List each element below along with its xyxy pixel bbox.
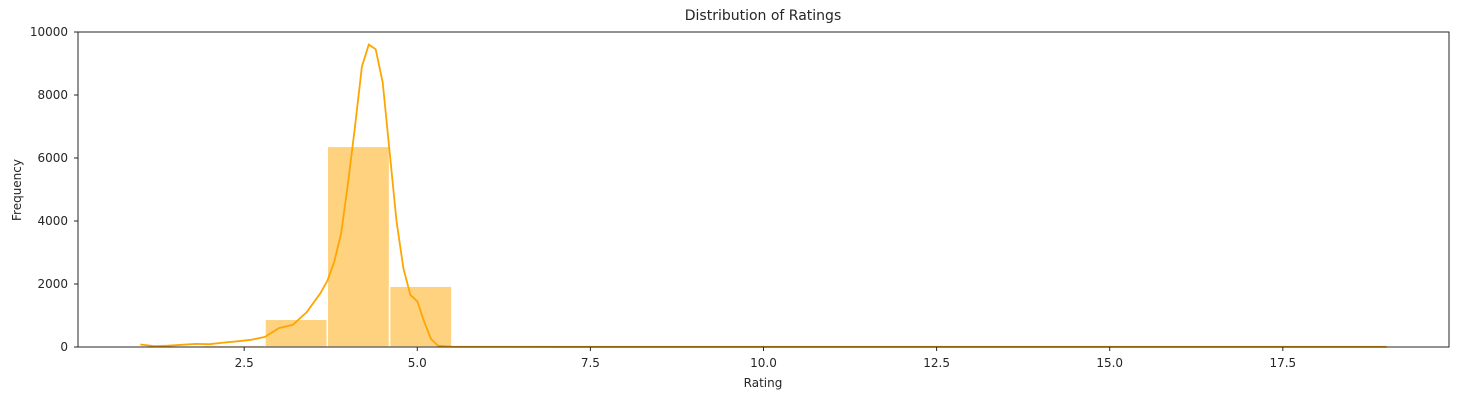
chart-title: Distribution of Ratings [685, 8, 842, 24]
x-tick-label: 15.0 [1096, 356, 1123, 370]
y-tick-label: 0 [60, 340, 68, 354]
y-tick-label: 4000 [37, 214, 68, 228]
x-tick-label: 12.5 [923, 356, 950, 370]
y-tick-label: 10000 [30, 25, 68, 39]
y-tick-label: 2000 [37, 277, 68, 291]
x-tick-label: 10.0 [750, 356, 777, 370]
kde-curve [140, 43, 1387, 348]
y-axis-ticks: 0 2000 4000 6000 8000 10000 [30, 25, 78, 354]
y-tick-label: 6000 [37, 151, 68, 165]
x-axis-label: Rating [744, 376, 783, 390]
x-axis-ticks: 2.5 5.0 7.5 10.0 12.5 15.0 17.5 [235, 347, 1296, 370]
x-tick-label: 2.5 [235, 356, 254, 370]
y-axis-label: Frequency [10, 159, 24, 221]
histogram-bar [264, 318, 329, 348]
histogram-bar [326, 145, 391, 348]
y-tick-label: 8000 [37, 88, 68, 102]
histogram-bar [388, 285, 453, 348]
x-tick-label: 7.5 [581, 356, 600, 370]
plot-background [78, 32, 1449, 347]
x-tick-label: 17.5 [1269, 356, 1296, 370]
x-tick-label: 5.0 [408, 356, 427, 370]
